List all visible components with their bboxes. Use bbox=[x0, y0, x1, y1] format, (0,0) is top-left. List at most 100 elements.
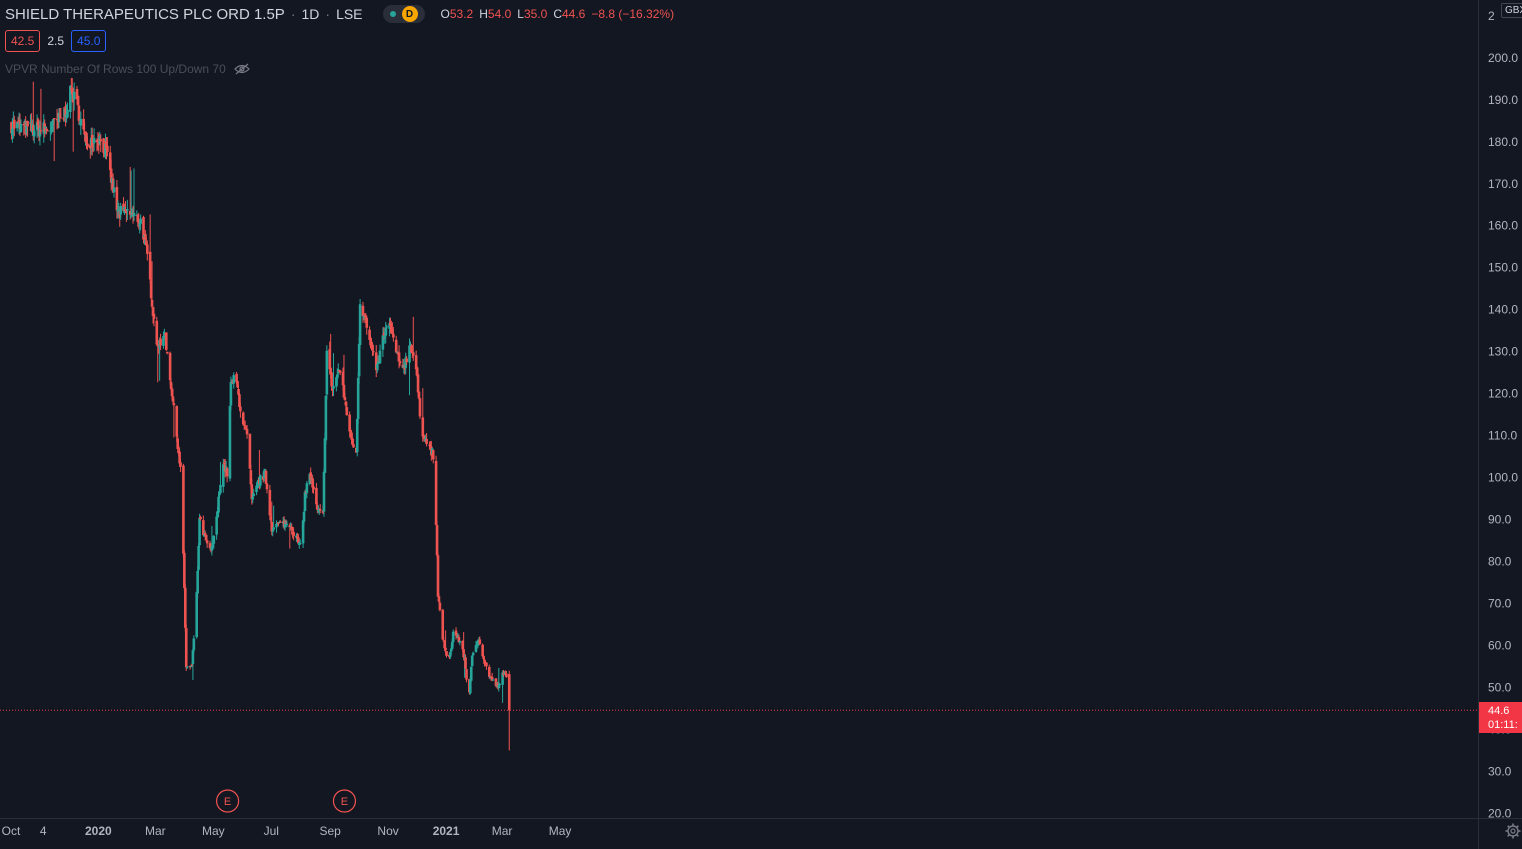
candle bbox=[507, 670, 511, 751]
candle bbox=[301, 519, 305, 548]
candle-body bbox=[38, 128, 42, 137]
candle-body bbox=[443, 640, 446, 649]
candle bbox=[392, 327, 395, 342]
candle-body bbox=[199, 516, 202, 520]
candle bbox=[292, 527, 295, 541]
price-tick-label: 180.0 bbox=[1488, 135, 1518, 149]
candle-body bbox=[62, 118, 65, 120]
high-label: H bbox=[479, 7, 488, 21]
candle bbox=[39, 88, 43, 135]
candle bbox=[192, 635, 196, 654]
candle-body bbox=[150, 300, 154, 307]
candle bbox=[183, 549, 186, 591]
candle bbox=[497, 668, 501, 692]
candle-body bbox=[168, 352, 172, 381]
time-tick-label: Oct bbox=[2, 824, 21, 838]
candle-body bbox=[13, 119, 16, 129]
candle-body bbox=[345, 407, 349, 416]
candle bbox=[458, 640, 462, 646]
candle-body bbox=[203, 533, 207, 536]
candle-body bbox=[251, 497, 255, 500]
price-tick-label: 80.0 bbox=[1488, 555, 1512, 569]
candle-body bbox=[405, 358, 408, 363]
bid-box[interactable]: 42.5 bbox=[5, 30, 41, 52]
earnings-marker[interactable]: E bbox=[332, 789, 357, 813]
candle-body bbox=[125, 210, 128, 214]
earnings-marker[interactable]: E bbox=[216, 789, 240, 813]
ask-box[interactable]: 45.0 bbox=[71, 30, 107, 52]
candle bbox=[418, 397, 422, 419]
time-tick-label: Jul bbox=[264, 824, 279, 838]
candle bbox=[219, 461, 222, 494]
candle bbox=[179, 459, 182, 472]
candle-body bbox=[184, 628, 188, 668]
candle bbox=[441, 608, 445, 641]
currency-label[interactable]: GBX bbox=[1501, 3, 1522, 18]
candle-body bbox=[237, 389, 240, 395]
candle-body bbox=[137, 220, 141, 225]
candles-group bbox=[10, 77, 511, 751]
candle bbox=[126, 199, 129, 221]
candle-body bbox=[52, 118, 56, 120]
candle-body bbox=[478, 639, 482, 645]
candle-body bbox=[417, 391, 421, 399]
candle-body bbox=[232, 375, 236, 384]
candle-body bbox=[225, 468, 229, 477]
market-status-pill[interactable]: D bbox=[382, 5, 425, 23]
candle-body bbox=[104, 143, 107, 158]
price-tick-label: 170.0 bbox=[1488, 177, 1518, 191]
candle-body bbox=[498, 683, 502, 685]
candle-body bbox=[197, 546, 200, 570]
candle-body bbox=[159, 338, 162, 346]
candle-body bbox=[371, 348, 374, 350]
candle-body bbox=[182, 465, 185, 554]
candle-body bbox=[348, 414, 351, 432]
candle bbox=[77, 96, 81, 125]
candle-body bbox=[250, 484, 254, 500]
symbol-title[interactable]: SHIELD THERAPEUTICS PLC ORD 1.5P bbox=[5, 5, 285, 23]
candle-body bbox=[19, 123, 23, 133]
candle-body bbox=[471, 652, 475, 656]
candle bbox=[464, 654, 467, 670]
candle bbox=[79, 111, 83, 135]
candle-body bbox=[434, 460, 438, 525]
candle-body bbox=[92, 137, 96, 144]
time-tick-label: Nov bbox=[377, 824, 398, 838]
candle-body bbox=[361, 305, 365, 317]
candle-body bbox=[59, 117, 63, 119]
candle bbox=[52, 118, 56, 162]
gear-icon[interactable] bbox=[1505, 823, 1521, 839]
candle-body bbox=[410, 346, 413, 353]
candle bbox=[241, 411, 245, 426]
candle-body bbox=[32, 124, 35, 135]
candle bbox=[184, 584, 187, 632]
interval-label[interactable]: 1D bbox=[301, 6, 320, 22]
candle-body bbox=[170, 388, 174, 397]
candle-body bbox=[482, 655, 485, 660]
candle bbox=[146, 240, 149, 261]
candle bbox=[238, 392, 241, 408]
candle bbox=[237, 384, 240, 396]
vpvr-indicator-legend[interactable]: VPVR Number Of Rows 100 Up/Down 70 bbox=[5, 62, 250, 76]
candle-body bbox=[155, 320, 159, 345]
candle bbox=[115, 180, 119, 219]
candle-body bbox=[385, 326, 388, 328]
data-delay-badge: D bbox=[401, 6, 418, 22]
candle bbox=[155, 316, 159, 347]
candle-body bbox=[342, 384, 346, 398]
candle-body bbox=[32, 130, 36, 137]
candle-body bbox=[397, 352, 401, 362]
candle-body bbox=[491, 679, 495, 681]
hidden-eye-icon[interactable] bbox=[233, 63, 250, 75]
candle bbox=[13, 115, 16, 137]
candle bbox=[405, 355, 408, 365]
candle-body bbox=[51, 119, 55, 126]
candle-body bbox=[328, 349, 331, 370]
candle bbox=[437, 593, 441, 604]
candle-body bbox=[344, 401, 348, 406]
candle bbox=[259, 474, 262, 489]
candle-body bbox=[408, 345, 411, 363]
candle-body bbox=[108, 152, 112, 171]
